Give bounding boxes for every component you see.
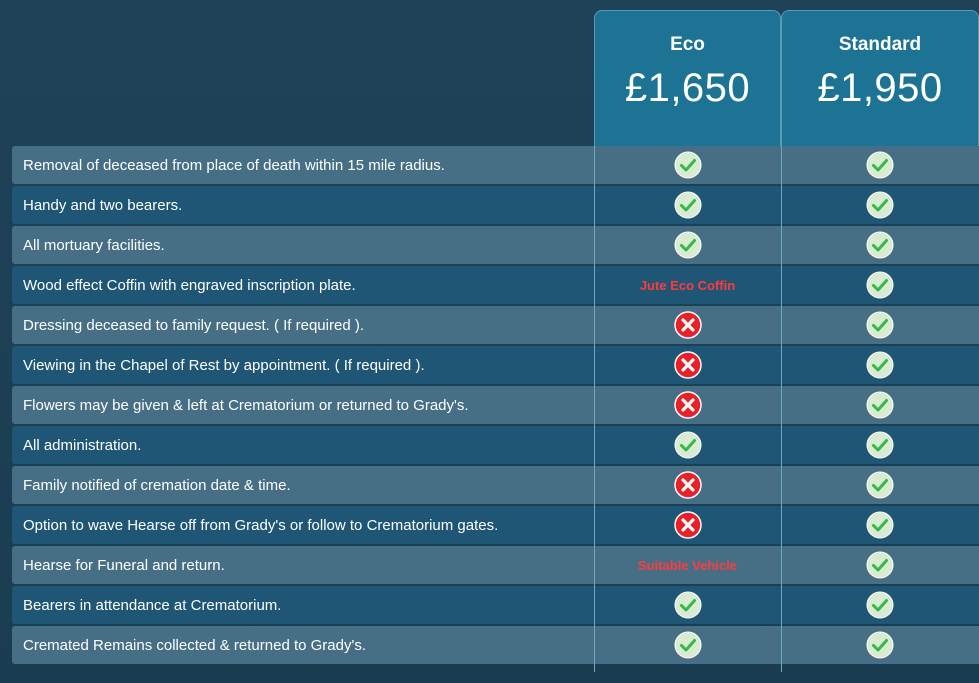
check-icon — [674, 231, 702, 259]
check-icon — [866, 271, 894, 299]
check-icon — [674, 191, 702, 219]
cell-standard — [781, 466, 979, 504]
cell-standard — [781, 306, 979, 344]
check-icon — [674, 631, 702, 659]
column-divider — [594, 146, 595, 672]
check-icon — [674, 151, 702, 179]
column-divider — [781, 146, 782, 672]
check-icon — [674, 591, 702, 619]
cell-standard — [781, 186, 979, 224]
cell-eco — [594, 146, 781, 184]
plan-price: £1,950 — [817, 66, 943, 110]
plan-name: Eco — [670, 34, 705, 55]
check-icon — [674, 431, 702, 459]
cell-eco — [594, 466, 781, 504]
table-row: Dressing deceased to family request. ( I… — [12, 306, 979, 344]
check-icon — [866, 511, 894, 539]
check-icon — [866, 391, 894, 419]
table-row: All mortuary facilities. — [12, 226, 979, 264]
check-icon — [866, 631, 894, 659]
check-icon — [866, 551, 894, 579]
table-row: Option to wave Hearse off from Grady's o… — [12, 506, 979, 544]
check-icon — [866, 351, 894, 379]
table-row: Viewing in the Chapel of Rest by appoint… — [12, 346, 979, 384]
feature-label: Handy and two bearers. — [23, 196, 183, 214]
feature-label: Dressing deceased to family request. ( I… — [23, 316, 364, 334]
table-row: Removal of deceased from place of death … — [12, 146, 979, 184]
feature-label: Wood effect Coffin with engraved inscrip… — [23, 276, 356, 294]
feature-label: Hearse for Funeral and return. — [23, 556, 225, 574]
cell-standard — [781, 226, 979, 264]
check-icon — [866, 311, 894, 339]
check-icon — [866, 471, 894, 499]
cross-icon — [673, 471, 702, 499]
cell-standard — [781, 146, 979, 184]
cross-icon — [673, 511, 702, 539]
cell-standard — [781, 266, 979, 304]
cell-eco — [594, 306, 781, 344]
feature-label: Removal of deceased from place of death … — [23, 156, 445, 174]
cell-eco — [594, 226, 781, 264]
cell-standard — [781, 506, 979, 544]
feature-label: Bearers in attendance at Crematorium. — [23, 596, 282, 614]
eco-note: Suitable Vehicle — [638, 557, 737, 573]
cell-eco: Suitable Vehicle — [594, 546, 781, 584]
plan-header-standard: Standard £1,950 — [781, 10, 979, 146]
cell-standard — [781, 586, 979, 624]
plan-name: Standard — [838, 34, 922, 55]
cell-standard — [781, 346, 979, 384]
cell-eco — [594, 586, 781, 624]
table-row: Handy and two bearers. — [12, 186, 979, 224]
table-row: All administration. — [12, 426, 979, 464]
check-icon — [866, 431, 894, 459]
check-icon — [866, 231, 894, 259]
cell-eco — [594, 426, 781, 464]
feature-label: Option to wave Hearse off from Grady's o… — [23, 516, 499, 534]
feature-label: Family notified of cremation date & time… — [23, 476, 291, 494]
cross-icon — [673, 391, 702, 419]
feature-label: Cremated Remains collected & returned to… — [23, 636, 367, 654]
cell-standard — [781, 626, 979, 664]
cell-eco — [594, 186, 781, 224]
cell-eco: Jute Eco Coffin — [594, 266, 781, 304]
table-row: Family notified of cremation date & time… — [12, 466, 979, 504]
feature-label: All mortuary facilities. — [23, 236, 165, 254]
table-row: Hearse for Funeral and return. Suitable V… — [12, 546, 979, 584]
check-icon — [866, 591, 894, 619]
feature-comparison-table: Removal of deceased from place of death … — [12, 146, 979, 666]
check-icon — [866, 191, 894, 219]
plan-header-eco: Eco £1,650 — [594, 10, 781, 146]
cell-eco — [594, 506, 781, 544]
eco-note: Jute Eco Coffin — [639, 277, 736, 293]
feature-label: All administration. — [23, 436, 142, 454]
feature-label: Viewing in the Chapel of Rest by appoint… — [23, 356, 425, 374]
cross-icon — [673, 351, 702, 379]
check-icon — [866, 151, 894, 179]
table-row: Cremated Remains collected & returned to… — [12, 626, 979, 664]
table-row: Wood effect Coffin with engraved inscrip… — [12, 266, 979, 304]
cell-standard — [781, 386, 979, 424]
plan-price: £1,650 — [624, 66, 751, 110]
cell-standard — [781, 546, 979, 584]
feature-label: Flowers may be given & left at Crematori… — [23, 396, 469, 414]
cell-standard — [781, 426, 979, 464]
cross-icon — [673, 311, 702, 339]
cell-eco — [594, 626, 781, 664]
table-row: Flowers may be given & left at Crematori… — [12, 386, 979, 424]
table-row: Bearers in attendance at Crematorium. — [12, 586, 979, 624]
cell-eco — [594, 346, 781, 384]
cell-eco — [594, 386, 781, 424]
